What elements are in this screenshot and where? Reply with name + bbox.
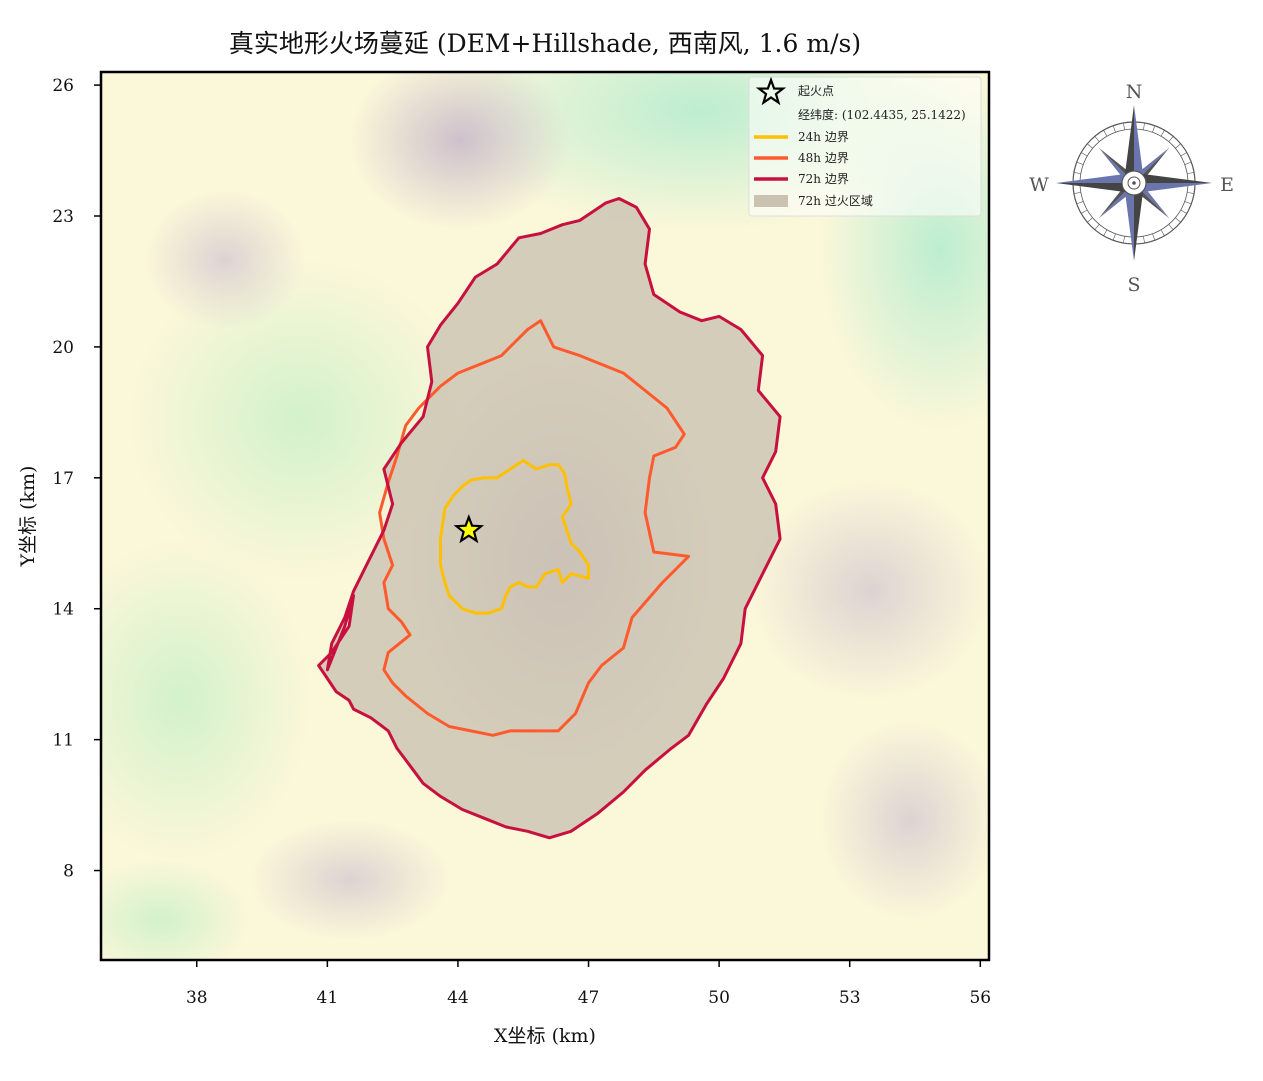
- boundary-line-48h: [378, 319, 691, 737]
- legend-ignition-label: 起火点: [798, 84, 834, 98]
- fire-boundaries: [317, 197, 782, 840]
- burned-area-fill: [318, 198, 781, 838]
- x-axis-label: X坐标 (km): [494, 1025, 596, 1047]
- compass-south-label: S: [1127, 274, 1140, 296]
- compass-west-label: W: [1029, 174, 1049, 196]
- y-tick-label: 17: [52, 469, 74, 489]
- legend-label-24h: 24h 边界: [798, 130, 849, 144]
- y-tick-label: 23: [52, 207, 74, 227]
- y-tick-label: 8: [63, 862, 74, 882]
- y-tick-label: 11: [52, 731, 74, 751]
- y-tick-label: 14: [52, 600, 74, 620]
- axes-frame: [99, 70, 991, 962]
- legend-label-72h: 72h 边界: [798, 172, 849, 186]
- legend: 起火点 经纬度: (102.4435, 25.1422) 24h 边界 48h …: [748, 76, 982, 217]
- y-axis-label: Y坐标 (km): [17, 466, 39, 568]
- x-tick-label: 50: [708, 988, 730, 1008]
- x-tick-label: 53: [839, 988, 861, 1008]
- chart-title: 真实地形火场蔓延 (DEM+Hillshade, 西南风, 1.6 m/s): [229, 29, 861, 58]
- ignition-point: [453, 514, 485, 544]
- legend-label-burned: 72h 过火区域: [798, 194, 873, 208]
- compass-east-label: E: [1220, 174, 1234, 196]
- legend-swatch-burned: [754, 195, 788, 207]
- x-tick-label: 44: [447, 988, 469, 1008]
- legend-star-icon: [755, 76, 787, 106]
- legend-label-48h: 48h 边界: [798, 151, 849, 165]
- y-tick-label: 20: [52, 338, 74, 358]
- boundary-line-24h: [439, 458, 590, 615]
- compass-north-label: N: [1126, 81, 1143, 103]
- x-tick-label: 47: [578, 988, 600, 1008]
- y-axis-ticks: 8 11 14 17 20 23 26: [52, 76, 101, 882]
- y-tick-label: 26: [52, 76, 74, 96]
- x-tick-label: 41: [317, 988, 339, 1008]
- x-tick-label: 56: [969, 988, 991, 1008]
- burned-area-72h: [318, 198, 781, 838]
- x-tick-label: 38: [186, 988, 208, 1008]
- legend-coord-text: 经纬度: (102.4435, 25.1422): [798, 107, 966, 122]
- x-axis-ticks: 38 41 44 47 50 53 56: [186, 960, 991, 1008]
- legend-box: [748, 76, 982, 217]
- compass-rose-icon: N S E W: [1029, 81, 1234, 296]
- ignition-star: [453, 514, 485, 544]
- boundary-line-72h: [317, 197, 782, 840]
